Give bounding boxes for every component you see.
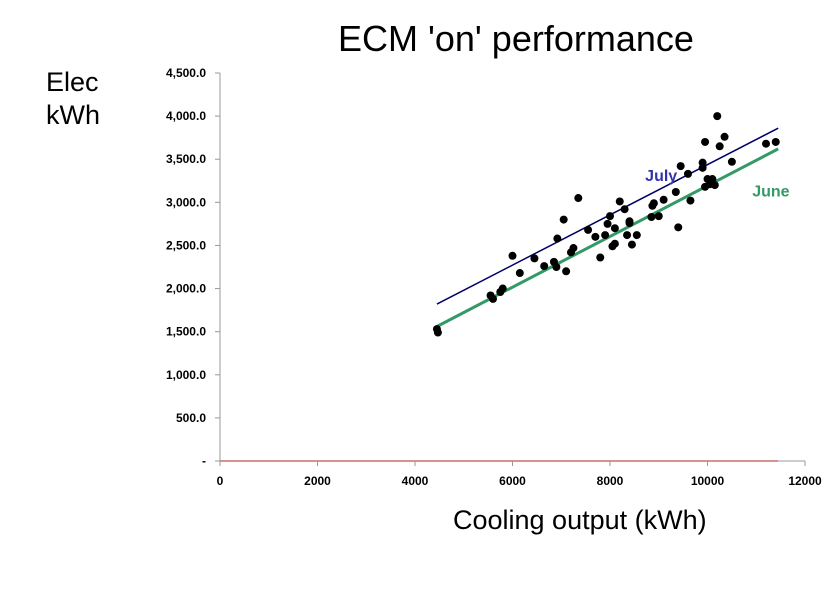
data-point [647, 212, 656, 221]
data-point [603, 219, 612, 228]
data-point [701, 137, 710, 146]
y-tick-label: 3,500.0 [166, 152, 206, 166]
data-point [715, 142, 724, 151]
y-tick-label: - [202, 454, 206, 468]
data-point [708, 175, 717, 184]
data-point [713, 112, 722, 121]
x-tick-label: 10000 [691, 474, 725, 488]
x-tick-label: 0 [217, 474, 224, 488]
data-point [771, 137, 780, 146]
data-point [610, 224, 619, 233]
data-point [591, 232, 600, 241]
data-point [698, 158, 707, 167]
data-point [552, 263, 561, 271]
data-point [596, 253, 605, 262]
data-point [649, 199, 658, 208]
y-tick-label: 2,500.0 [166, 238, 206, 252]
x-tick-label: 8000 [597, 474, 624, 488]
x-tick-label: 6000 [499, 474, 526, 488]
data-point [623, 231, 632, 240]
data-point [530, 254, 539, 263]
data-point [433, 328, 442, 337]
data-point [686, 196, 695, 205]
data-point [562, 267, 571, 276]
y-tick-label: 2,000.0 [166, 282, 206, 296]
data-point [676, 162, 685, 171]
y-tick-label: 3,000.0 [166, 195, 206, 209]
series-label-july: July [645, 168, 677, 185]
x-axis-label: Cooling output (kWh) [453, 505, 707, 535]
data-point [606, 212, 614, 221]
data-point [625, 217, 634, 226]
data-point [710, 181, 719, 190]
data-point [632, 231, 641, 240]
data-point [659, 195, 668, 204]
data-point [559, 215, 568, 224]
data-point [762, 139, 770, 148]
data-point [610, 239, 619, 248]
data-point [671, 187, 680, 196]
x-tick-label: 2000 [304, 474, 331, 488]
y-tick-label: 4,000.0 [166, 109, 206, 123]
data-point [620, 205, 629, 214]
x-tick-label: 4000 [402, 474, 429, 488]
data-point [674, 223, 683, 232]
y-tick-label: 1,500.0 [166, 325, 206, 339]
series-label-june: June [752, 183, 789, 200]
data-point [553, 234, 562, 243]
data-point [515, 269, 524, 278]
data-point [601, 231, 610, 240]
data-point [584, 225, 593, 234]
data-point [574, 194, 583, 203]
data-point [720, 132, 729, 141]
y-axis-label-line-2: kWh [46, 100, 100, 130]
data-point [569, 244, 578, 253]
y-tick-label: 1,000.0 [166, 368, 206, 382]
data-point [627, 240, 636, 249]
data-point [654, 212, 663, 221]
y-tick-label: 500.0 [176, 411, 206, 425]
x-tick-label: 12000 [788, 474, 822, 488]
data-point [540, 262, 549, 271]
data-point [498, 284, 507, 293]
data-point [508, 251, 517, 260]
y-tick-label: 4,500.0 [166, 66, 206, 80]
data-point [489, 294, 497, 303]
data-point [727, 157, 736, 166]
chart-title: ECM 'on' performance [338, 18, 694, 59]
data-point [615, 197, 624, 206]
y-axis-label-line-1: Elec [46, 67, 99, 97]
data-point [684, 169, 692, 178]
